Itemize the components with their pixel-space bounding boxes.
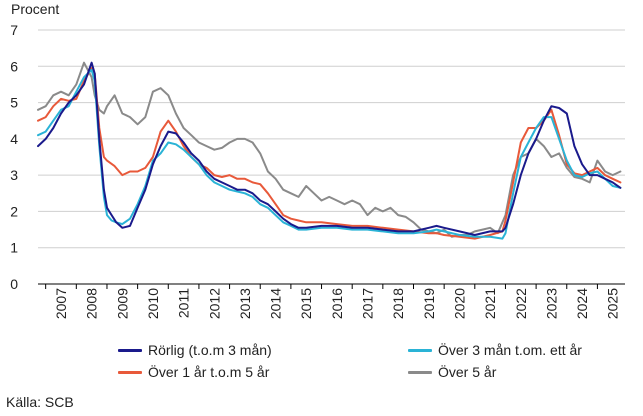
y-axis-unit-label: Procent bbox=[11, 1, 59, 17]
x-tick-label-2012: 2012 bbox=[206, 288, 222, 319]
x-tick-label-2015: 2015 bbox=[298, 288, 314, 319]
y-tick-label-0: 0 bbox=[10, 276, 18, 292]
x-tick-label-2008: 2008 bbox=[84, 288, 100, 319]
y-tick-label-6: 6 bbox=[10, 58, 18, 74]
x-tick-label-2007: 2007 bbox=[53, 288, 69, 319]
mortgage-rate-chart: Procent 0 1 2 3 4 5 6 7 2007 2008 2009 2010 2011 201… bbox=[10, 1, 625, 319]
x-tick-label-2011: 2011 bbox=[176, 288, 192, 318]
series-lines bbox=[37, 61, 622, 240]
legend: Rörlig (t.o.m 3 mån) Över 3 mån t.om. et… bbox=[118, 342, 618, 386]
legend-swatch-over-5ar bbox=[408, 370, 432, 374]
x-tick-label-2023: 2023 bbox=[543, 288, 559, 319]
legend-label-3man-1ar: Över 3 mån t.om. ett år bbox=[438, 342, 582, 358]
legend-label-1ar-5ar: Över 1 år t.o.m 5 år bbox=[148, 364, 270, 380]
x-tick-label-2017: 2017 bbox=[360, 288, 376, 319]
x-tick-label-2021: 2021 bbox=[482, 288, 498, 319]
y-tick-label-3: 3 bbox=[10, 167, 18, 183]
legend-item-1ar-5ar: Över 1 år t.o.m 5 år bbox=[118, 364, 269, 380]
source-note: Källa: SCB bbox=[6, 394, 74, 410]
series-line-3 bbox=[37, 61, 622, 238]
legend-label-over-5ar: Över 5 år bbox=[438, 364, 497, 380]
x-tick-label-2013: 2013 bbox=[237, 288, 253, 319]
y-tick-label-1: 1 bbox=[10, 240, 18, 256]
x-tick-label-2024: 2024 bbox=[574, 288, 590, 319]
y-tick-label-5: 5 bbox=[10, 95, 18, 111]
x-tick-label-2014: 2014 bbox=[268, 288, 284, 319]
legend-item-rorlig: Rörlig (t.o.m 3 mån) bbox=[118, 342, 272, 358]
x-tick-label-2020: 2020 bbox=[451, 288, 467, 319]
legend-item-over-5ar: Över 5 år bbox=[408, 364, 496, 380]
legend-item-3man-1ar: Över 3 mån t.om. ett år bbox=[408, 342, 582, 358]
y-tick-label-7: 7 bbox=[10, 22, 18, 38]
x-tick-label-2019: 2019 bbox=[421, 288, 437, 319]
x-tick-label-2025: 2025 bbox=[605, 288, 621, 319]
x-tick-label-2009: 2009 bbox=[114, 288, 130, 319]
y-tick-label-2: 2 bbox=[10, 203, 18, 219]
y-axis-ticks: 0 1 2 3 4 5 6 7 bbox=[10, 22, 18, 292]
series-line-0 bbox=[37, 61, 622, 236]
x-tick-label-2022: 2022 bbox=[513, 288, 529, 319]
y-tick-label-4: 4 bbox=[10, 131, 18, 147]
legend-swatch-rorlig bbox=[118, 348, 142, 352]
x-tick-label-2010: 2010 bbox=[145, 288, 161, 319]
x-tick-label-2018: 2018 bbox=[390, 288, 406, 319]
legend-swatch-3man-1ar bbox=[408, 348, 432, 352]
x-axis: 2007 2008 2009 2010 2011 2012 2013 2014 2015 2016… bbox=[38, 283, 625, 319]
x-tick-label-2016: 2016 bbox=[329, 288, 345, 319]
series-line-2 bbox=[37, 67, 622, 240]
series-line-1 bbox=[37, 68, 622, 240]
legend-swatch-1ar-5ar bbox=[118, 370, 142, 374]
legend-label-rorlig: Rörlig (t.o.m 3 mån) bbox=[148, 342, 272, 358]
